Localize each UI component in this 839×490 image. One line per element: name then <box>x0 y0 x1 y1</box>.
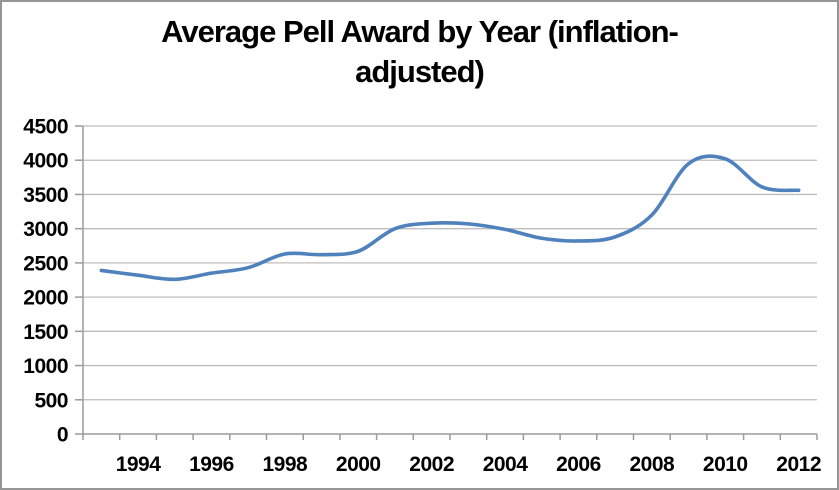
y-axis-tick-label: 1000 <box>23 355 68 378</box>
x-axis-tick-label: 1998 <box>262 453 308 476</box>
x-axis-tick-label: 2010 <box>703 453 748 476</box>
data-line-series <box>99 154 801 282</box>
x-axis-tick-label: 2000 <box>336 453 381 476</box>
y-axis-tick-label: 3000 <box>23 218 68 241</box>
x-axis-tick-label: 2012 <box>776 453 821 476</box>
x-axis-tick-label: 1994 <box>116 453 162 476</box>
x-axis-tick-label: 2004 <box>483 453 529 476</box>
x-axis-tick-label: 2006 <box>556 453 601 476</box>
x-axis-tick-label: 1996 <box>189 453 234 476</box>
y-axis-tick-label: 2000 <box>23 287 68 310</box>
x-axis-tick-label: 2002 <box>409 453 454 476</box>
y-axis-tick-label: 3500 <box>23 184 68 207</box>
x-axis-tick-label: 2008 <box>629 453 675 476</box>
y-axis-tick-label: 500 <box>34 389 68 412</box>
chart-title-line-2: adjusted) <box>355 54 485 89</box>
chart-title-line-1: Average Pell Award by Year (inflation- <box>161 14 679 49</box>
y-axis-tick-label: 2500 <box>23 252 68 275</box>
y-axis-tick-label: 4000 <box>23 150 68 173</box>
y-axis-tick-label: 1500 <box>23 321 68 344</box>
y-axis-tick-label: 0 <box>57 424 68 447</box>
chart-title: Average Pell Award by Year (inflation- a… <box>2 12 837 92</box>
y-axis-tick-label: 4500 <box>23 116 68 139</box>
